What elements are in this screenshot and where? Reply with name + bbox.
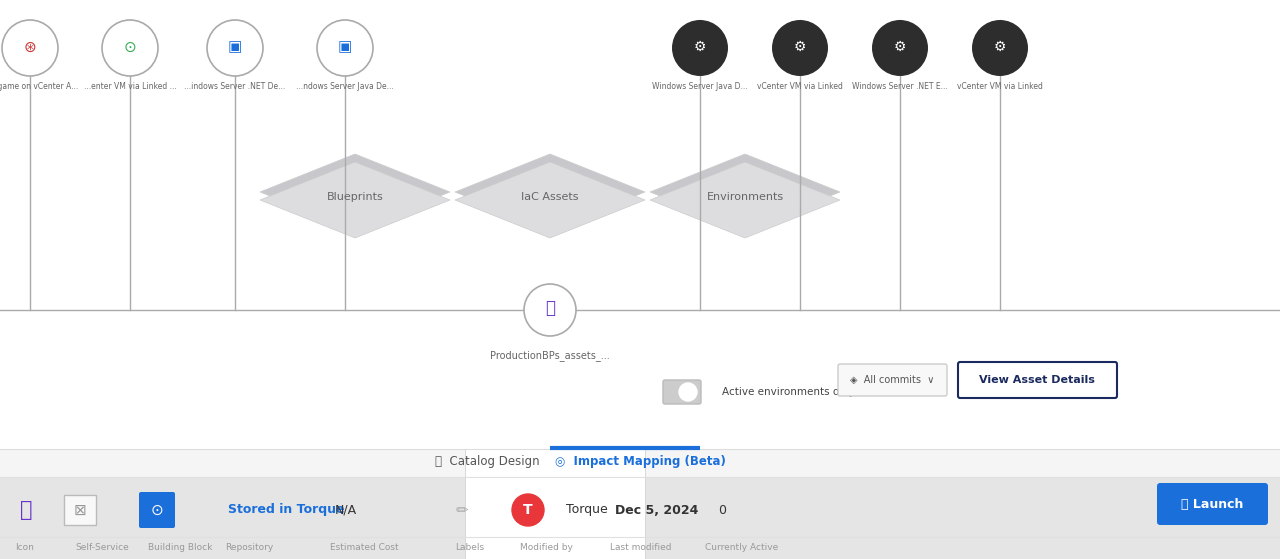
Circle shape	[872, 20, 928, 76]
Text: 🦜: 🦜	[545, 299, 556, 317]
FancyBboxPatch shape	[957, 362, 1117, 398]
Text: Webgame on vCenter A...: Webgame on vCenter A...	[0, 82, 78, 91]
Bar	[0, 449, 1280, 559]
Text: Labels: Labels	[454, 543, 484, 552]
Text: N/A: N/A	[335, 504, 357, 517]
Text: ...indows Server .NET De...: ...indows Server .NET De...	[184, 82, 285, 91]
Text: ProductionBPs_assets_...: ProductionBPs_assets_...	[490, 350, 609, 361]
FancyBboxPatch shape	[64, 495, 96, 525]
Text: ...enter VM via Linked ...: ...enter VM via Linked ...	[83, 82, 177, 91]
Text: vCenter VM via Linked: vCenter VM via Linked	[957, 82, 1043, 91]
Text: ⚙: ⚙	[893, 40, 906, 54]
Text: Windows Server Java D...: Windows Server Java D...	[653, 82, 748, 91]
Text: Torque: Torque	[566, 504, 608, 517]
Circle shape	[207, 20, 262, 76]
Bar	[0, 0, 1280, 477]
Text: ⊛: ⊛	[23, 40, 36, 54]
Polygon shape	[260, 154, 451, 230]
Text: Currently Active: Currently Active	[705, 543, 778, 552]
Text: Active environments only: Active environments only	[722, 387, 855, 397]
Circle shape	[102, 20, 157, 76]
Text: View Asset Details: View Asset Details	[979, 375, 1094, 385]
Text: IaC Assets: IaC Assets	[521, 192, 579, 202]
Text: ✏: ✏	[456, 503, 468, 518]
Text: ▣: ▣	[228, 40, 242, 54]
Text: Stored in Torque: Stored in Torque	[228, 504, 344, 517]
Polygon shape	[650, 154, 840, 230]
Text: Last modified: Last modified	[611, 543, 672, 552]
Text: Dec 5, 2024: Dec 5, 2024	[614, 504, 699, 517]
Circle shape	[512, 494, 544, 526]
Text: vCenter VM via Linked: vCenter VM via Linked	[756, 82, 844, 91]
Text: T: T	[524, 503, 532, 517]
Circle shape	[3, 20, 58, 76]
Circle shape	[972, 20, 1028, 76]
Polygon shape	[454, 162, 645, 238]
FancyBboxPatch shape	[663, 380, 701, 404]
Polygon shape	[454, 154, 645, 230]
Text: ⊙: ⊙	[151, 503, 164, 518]
Text: ⚙: ⚙	[794, 40, 806, 54]
Text: 0: 0	[718, 504, 726, 517]
Circle shape	[524, 284, 576, 336]
Text: Estimated Cost: Estimated Cost	[330, 543, 398, 552]
Text: Environments: Environments	[707, 192, 783, 202]
Text: ⚙: ⚙	[993, 40, 1006, 54]
Circle shape	[672, 20, 728, 76]
FancyBboxPatch shape	[140, 492, 175, 528]
Circle shape	[678, 383, 698, 401]
Text: ◈  All commits  ∨: ◈ All commits ∨	[850, 375, 934, 385]
FancyBboxPatch shape	[1157, 483, 1268, 525]
Text: ▣: ▣	[338, 40, 352, 54]
Text: ⊙: ⊙	[124, 40, 137, 54]
Text: 🦜: 🦜	[19, 500, 32, 520]
Text: ⚙: ⚙	[694, 40, 707, 54]
Text: Blueprints: Blueprints	[326, 192, 384, 202]
FancyBboxPatch shape	[838, 364, 947, 396]
Text: Repository: Repository	[225, 543, 273, 552]
Circle shape	[317, 20, 372, 76]
Bar	[465, 449, 645, 559]
Polygon shape	[650, 162, 840, 238]
Text: 📋  Catalog Design: 📋 Catalog Design	[435, 456, 540, 468]
Text: ⊠: ⊠	[74, 503, 86, 518]
Text: Building Block: Building Block	[148, 543, 212, 552]
Text: Modified by: Modified by	[520, 543, 573, 552]
Polygon shape	[260, 162, 451, 238]
Text: ◎  Impact Mapping (Beta): ◎ Impact Mapping (Beta)	[556, 456, 726, 468]
Text: Icon: Icon	[15, 543, 33, 552]
Bar	[0, 449, 1280, 477]
Circle shape	[772, 20, 828, 76]
Text: Windows Server .NET E...: Windows Server .NET E...	[852, 82, 948, 91]
Text: Self-Service: Self-Service	[76, 543, 129, 552]
Text: ...ndows Server Java De...: ...ndows Server Java De...	[296, 82, 394, 91]
Text: 🖊 Launch: 🖊 Launch	[1181, 498, 1244, 510]
